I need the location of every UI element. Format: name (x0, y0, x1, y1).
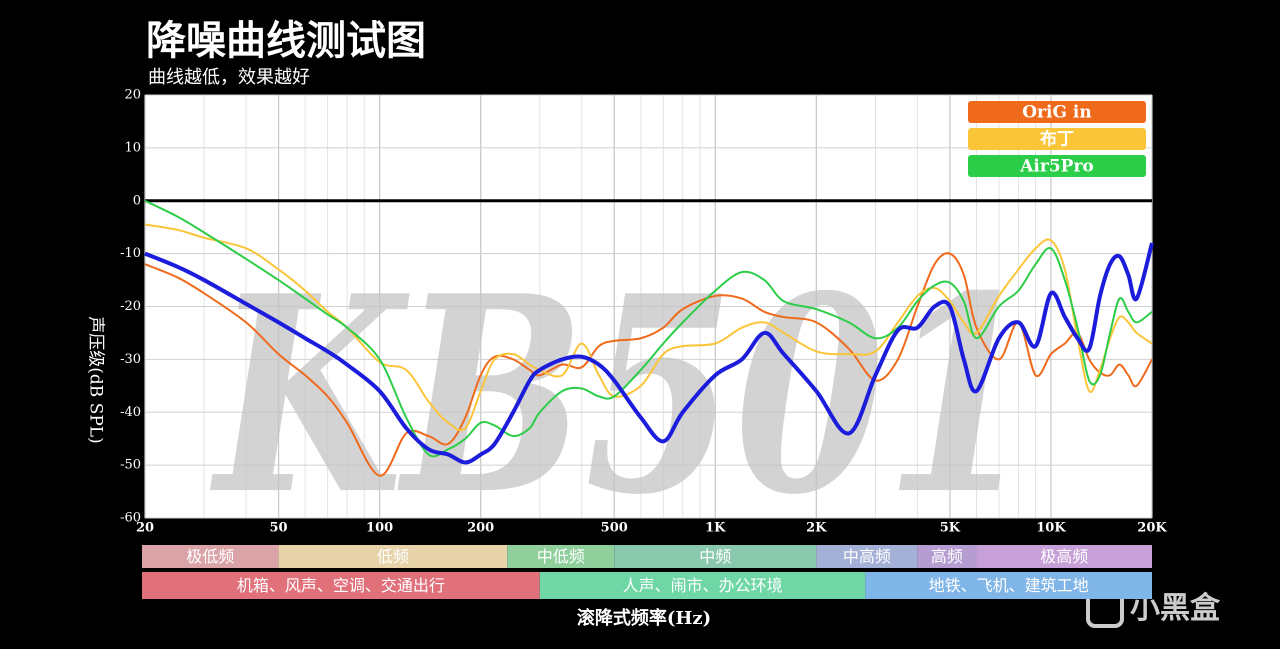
band (614, 545, 817, 568)
y-tick-label: -60 (120, 511, 141, 526)
y-tick-label: -10 (120, 246, 141, 261)
band (917, 545, 977, 568)
y-tick-label: 10 (124, 140, 141, 155)
y-tick-label: -40 (120, 405, 141, 420)
legend-swatch (968, 155, 1146, 177)
y-tick-label: -30 (120, 352, 141, 367)
watermark: KB501 (208, 236, 1035, 554)
band (142, 545, 279, 568)
x-tick-label: 10K (1036, 521, 1066, 536)
chart-title: 降噪曲线测试图 (146, 17, 426, 64)
band-label: 人声、闹市、办公环境 (623, 576, 783, 595)
band (142, 572, 540, 599)
x-tick-label: 20 (136, 521, 154, 536)
series-line (144, 199, 1153, 458)
x-tick-label: 100 (366, 521, 393, 536)
x-tick-label: 500 (601, 521, 628, 536)
chart-subtitle: 曲线越低，效果越好 (148, 67, 310, 88)
y-tick-label: -50 (120, 458, 141, 473)
y-tick-label: 0 (133, 193, 141, 208)
band-label: 中频 (699, 547, 731, 566)
band-label: 极低频 (186, 547, 234, 566)
legend-label: OriG in (1022, 103, 1091, 123)
legend-label: 布丁 (1040, 129, 1074, 150)
band (865, 572, 1152, 599)
band (507, 545, 615, 568)
x-tick-label: 1K (705, 521, 726, 536)
legend-label: Air5Pro (1019, 157, 1094, 177)
plot: 20 50 100 200 500 1K 2K 5K 10K 20K20100-10-20-30-… (120, 88, 1167, 599)
series-line (144, 223, 1153, 432)
y-tick-label: -20 (120, 299, 141, 314)
x-tick-label: 5K (940, 521, 961, 536)
legend-item: OriG in (968, 101, 1146, 123)
x-tick-label: 2K (806, 521, 827, 536)
series-line (144, 252, 1153, 477)
band-label: 极高频 (1040, 547, 1088, 566)
band-label: 地铁、飞机、建筑工地 (929, 576, 1089, 595)
legend-swatch (968, 101, 1146, 123)
series-line (144, 242, 1154, 465)
band-label: 低频 (377, 547, 409, 566)
legend-item: 布丁 (968, 128, 1146, 150)
legend-item: Air5Pro (968, 155, 1146, 177)
x-tick-label: 50 (270, 521, 288, 536)
x-tick-label: 20K (1137, 521, 1167, 536)
y-axis-label: 声压级(dB SPL) (86, 316, 106, 443)
band-label: 高频 (931, 547, 963, 566)
y-tick-label: 20 (124, 88, 141, 103)
legend-swatch (968, 128, 1146, 150)
band (539, 572, 866, 599)
band (816, 545, 918, 568)
band (278, 545, 508, 568)
band-label: 中低频 (537, 547, 585, 566)
band (976, 545, 1152, 568)
band-label: 机箱、风声、空调、交通出行 (237, 576, 445, 595)
band-label: 中高频 (843, 547, 891, 566)
x-axis-label: 滚降式频率(Hz) (577, 607, 711, 629)
x-tick-label: 200 (467, 521, 494, 536)
